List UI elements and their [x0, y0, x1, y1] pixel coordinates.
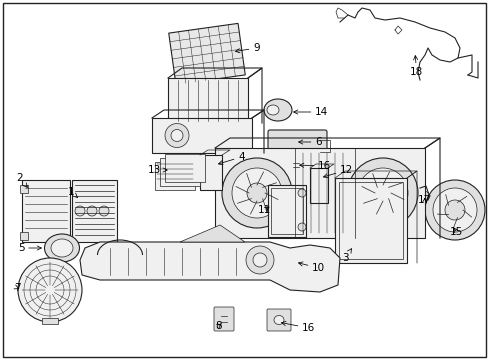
- Bar: [22, 180, 70, 242]
- Circle shape: [418, 191, 428, 201]
- Text: 5: 5: [18, 243, 41, 253]
- Bar: [267, 185, 305, 237]
- Bar: [168, 78, 247, 123]
- Bar: [20, 232, 28, 240]
- Circle shape: [297, 189, 305, 197]
- Text: 13: 13: [148, 165, 167, 175]
- Bar: [215, 148, 424, 238]
- Ellipse shape: [44, 234, 80, 262]
- Circle shape: [432, 188, 476, 232]
- Text: 15: 15: [449, 227, 462, 237]
- Circle shape: [99, 206, 109, 216]
- Circle shape: [297, 223, 305, 231]
- Circle shape: [246, 183, 266, 203]
- Bar: [155, 162, 195, 190]
- Circle shape: [18, 258, 82, 322]
- Text: 16: 16: [299, 161, 330, 171]
- Ellipse shape: [266, 105, 279, 115]
- Text: 2: 2: [16, 173, 27, 187]
- Circle shape: [222, 158, 291, 228]
- Bar: [168, 23, 245, 85]
- Text: 10: 10: [298, 262, 325, 273]
- Bar: [72, 180, 117, 242]
- Polygon shape: [80, 242, 339, 292]
- Bar: [334, 178, 406, 263]
- Text: 11: 11: [258, 205, 271, 215]
- FancyBboxPatch shape: [214, 307, 234, 331]
- Text: 1: 1: [68, 187, 78, 198]
- Ellipse shape: [51, 239, 73, 257]
- Text: 9: 9: [235, 43, 259, 53]
- Text: 12: 12: [323, 165, 352, 178]
- Circle shape: [347, 158, 417, 228]
- FancyBboxPatch shape: [267, 130, 326, 162]
- Circle shape: [231, 168, 282, 218]
- Bar: [20, 185, 28, 193]
- Text: 8: 8: [215, 321, 221, 331]
- Circle shape: [245, 246, 273, 274]
- Text: 16: 16: [281, 321, 315, 333]
- Circle shape: [87, 206, 97, 216]
- Bar: [309, 168, 327, 203]
- Text: 3: 3: [341, 249, 351, 263]
- Bar: [164, 154, 204, 182]
- Bar: [270, 188, 303, 234]
- Bar: [338, 182, 402, 259]
- Ellipse shape: [279, 159, 290, 171]
- Circle shape: [75, 206, 85, 216]
- Polygon shape: [180, 225, 244, 242]
- Circle shape: [424, 180, 484, 240]
- Bar: [160, 158, 200, 186]
- Text: 14: 14: [293, 107, 327, 117]
- Ellipse shape: [264, 99, 291, 121]
- Ellipse shape: [273, 155, 295, 175]
- FancyBboxPatch shape: [266, 309, 290, 331]
- Text: 6: 6: [298, 137, 321, 147]
- Text: 18: 18: [409, 56, 423, 77]
- Text: 7: 7: [14, 283, 20, 293]
- Ellipse shape: [273, 315, 284, 324]
- Circle shape: [372, 183, 392, 203]
- Circle shape: [444, 200, 464, 220]
- Bar: [42, 318, 58, 324]
- Circle shape: [357, 168, 407, 218]
- Circle shape: [171, 130, 183, 141]
- Text: 17: 17: [417, 195, 430, 205]
- Text: 4: 4: [218, 152, 244, 165]
- Bar: [152, 118, 251, 153]
- Circle shape: [164, 123, 189, 148]
- Bar: [200, 155, 222, 190]
- Circle shape: [252, 253, 266, 267]
